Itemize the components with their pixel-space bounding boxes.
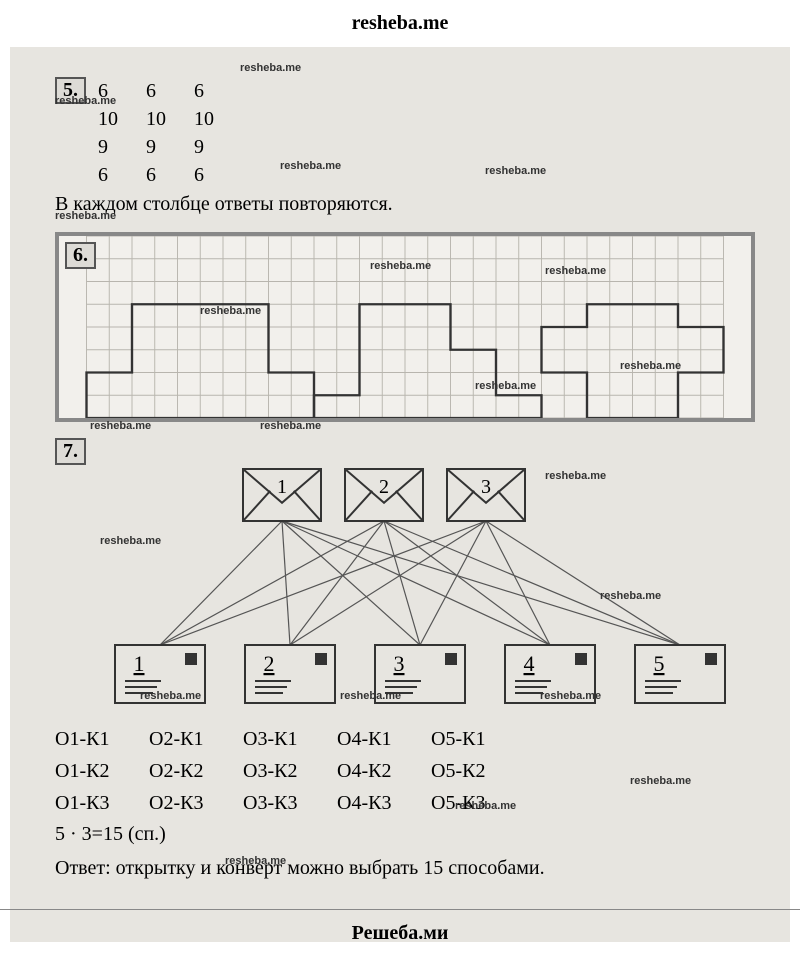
combo-row: О1-К3О2-К3О3-К3О4-К3О5-К3: [55, 787, 745, 819]
number-row: 999: [98, 133, 242, 161]
combo-cell: О5-К1: [431, 723, 525, 755]
number-row: 666: [98, 77, 242, 105]
svg-text:2: 2: [264, 651, 275, 676]
section-6-number: 6.: [65, 242, 96, 269]
combo-row: О1-К2О2-К2О3-К2О4-К2О5-К2: [55, 755, 745, 787]
number-cell: 9: [146, 133, 194, 161]
combo-cell: О1-К1: [55, 723, 149, 755]
combo-cell: О4-К3: [337, 787, 431, 819]
combo-cell: О5-К2: [431, 755, 525, 787]
number-cell: 6: [146, 77, 194, 105]
section-6: 6.: [55, 232, 745, 422]
combinations-list: О1-К1О2-К1О3-К1О4-К1О5-К1О1-К2О2-К2О3-К2…: [55, 723, 745, 819]
svg-text:1: 1: [134, 651, 145, 676]
number-row: 101010: [98, 105, 242, 133]
section-7: 7. 12312345 О1-К1О2-К1О3-К1О4-К1О5-К1О1-…: [55, 438, 745, 882]
envelope-card-diagram: 1 2 3 1 2 3 4 5: [55, 465, 755, 715]
number-grid: 666101010999666: [98, 77, 242, 189]
scanned-page: 5. 666101010999666 В каждом столбце отве…: [10, 47, 790, 942]
answer-text: Ответ: открытку и конверт можно выбрать …: [55, 854, 745, 882]
equation: 5 · 3=15 (сп.): [55, 823, 745, 846]
combo-cell: О3-К3: [243, 787, 337, 819]
svg-text:3: 3: [481, 476, 491, 498]
combo-cell: О1-К2: [55, 755, 149, 787]
number-cell: 9: [98, 133, 146, 161]
number-cell: 6: [146, 161, 194, 189]
number-cell: 10: [98, 105, 146, 133]
combo-cell: О2-К1: [149, 723, 243, 755]
combo-cell: О4-К2: [337, 755, 431, 787]
combo-cell: О3-К2: [243, 755, 337, 787]
number-cell: 9: [194, 133, 242, 161]
grid-shapes-svg: [59, 236, 751, 418]
diagram-svg: 1 2 3 1 2 3 4 5: [55, 465, 755, 715]
grid-shapes-box: 6.: [55, 232, 755, 422]
section-5-note: В каждом столбце ответы повторяются.: [55, 193, 745, 216]
combo-row: О1-К1О2-К1О3-К1О4-К1О5-К1: [55, 723, 745, 755]
section-5-number: 5.: [55, 77, 86, 104]
svg-text:5: 5: [654, 651, 665, 676]
number-cell: 10: [146, 105, 194, 133]
number-cell: 6: [98, 161, 146, 189]
section-7-number: 7.: [55, 438, 86, 465]
page-header: resheba.me: [0, 0, 800, 47]
combo-cell: О4-К1: [337, 723, 431, 755]
combo-cell: О3-К1: [243, 723, 337, 755]
svg-text:1: 1: [277, 476, 287, 498]
combo-cell: О1-К3: [55, 787, 149, 819]
number-cell: 10: [194, 105, 242, 133]
number-cell: 6: [194, 77, 242, 105]
svg-text:4: 4: [524, 651, 535, 676]
number-cell: 6: [194, 161, 242, 189]
svg-text:2: 2: [379, 476, 389, 498]
section-5: 5. 666101010999666 В каждом столбце отве…: [55, 77, 745, 216]
number-row: 666: [98, 161, 242, 189]
combo-cell: О5-К3: [431, 787, 525, 819]
combo-cell: О2-К2: [149, 755, 243, 787]
combo-cell: О2-К3: [149, 787, 243, 819]
number-cell: 6: [98, 77, 146, 105]
page-footer: Решеба.ми: [0, 909, 800, 957]
svg-text:3: 3: [394, 651, 405, 676]
